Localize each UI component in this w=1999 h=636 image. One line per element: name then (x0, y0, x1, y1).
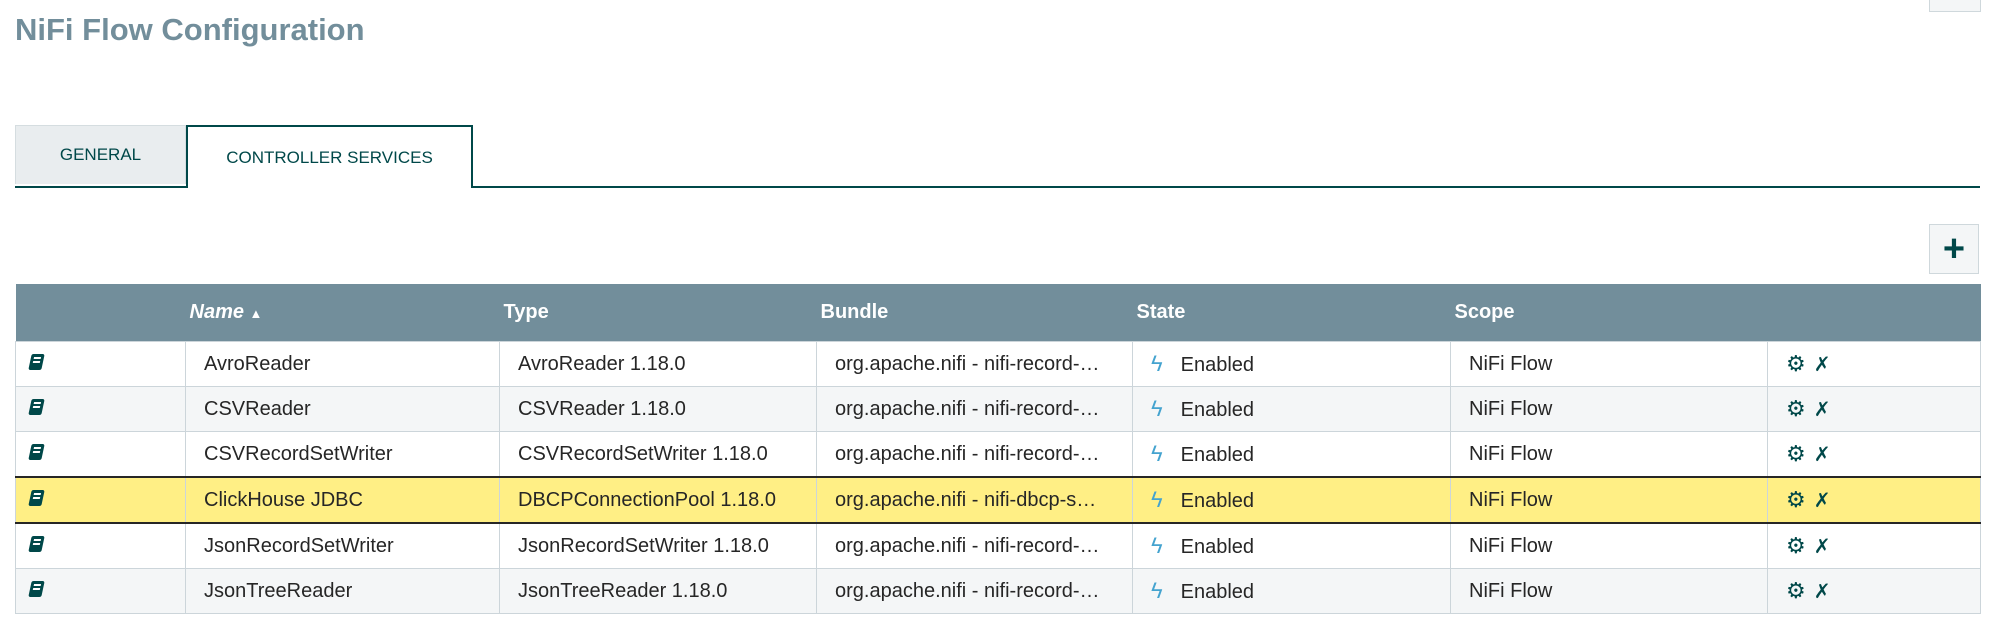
scope-cell: NiFi Flow (1450, 341, 1768, 387)
bundle-cell: org.apache.nifi - nifi-record-… (816, 431, 1133, 478)
configure-gear-icon[interactable]: ⚙ (1786, 351, 1806, 376)
tab-general[interactable]: GENERAL (15, 125, 186, 184)
table-row[interactable]: JsonTreeReader JsonTreeReader 1.18.0 org.a… (15, 568, 1981, 614)
table-row[interactable]: CSVReader CSVReader 1.18.0 org.apache.nifi… (15, 386, 1981, 432)
scope-cell: NiFi Flow (1450, 386, 1768, 432)
tab-bar: GENERAL CONTROLLER SERVICES (15, 125, 1980, 188)
close-button[interactable] (1929, 0, 1981, 12)
documentation-book-icon[interactable] (28, 443, 45, 460)
usage-cell[interactable] (15, 522, 186, 569)
configure-gear-icon[interactable]: ⚙ (1786, 441, 1806, 466)
type-cell: DBCPConnectionPool 1.18.0 (499, 476, 817, 524)
bundle-cell: org.apache.nifi - nifi-record-… (816, 568, 1133, 614)
column-header-bundle[interactable]: Bundle (816, 284, 1133, 342)
state-cell: ϟ Enabled (1132, 522, 1451, 569)
usage-cell[interactable] (15, 386, 186, 432)
page-title: NiFi Flow Configuration (15, 12, 365, 47)
actions-cell: ⚙ ✗ (1767, 386, 1981, 432)
state-cell: ϟ Enabled (1132, 431, 1451, 478)
documentation-book-icon[interactable] (28, 489, 45, 506)
table-row[interactable]: AvroReader AvroReader 1.18.0 org.apache.ni… (15, 341, 1981, 387)
tab-controller-services[interactable]: CONTROLLER SERVICES (186, 125, 473, 188)
usage-cell[interactable] (15, 431, 186, 478)
column-header-actions (1767, 284, 1981, 342)
usage-cell[interactable] (15, 568, 186, 614)
disable-icon[interactable]: ✗ (1813, 581, 1831, 603)
usage-cell[interactable] (15, 476, 186, 524)
disable-icon[interactable]: ✗ (1813, 536, 1831, 558)
disable-icon[interactable]: ✗ (1813, 399, 1831, 421)
configure-gear-icon[interactable]: ⚙ (1786, 533, 1806, 558)
bundle-cell: org.apache.nifi - nifi-record-… (816, 522, 1133, 569)
state-cell: ϟ Enabled (1132, 341, 1451, 387)
type-cell: CSVRecordSetWriter 1.18.0 (499, 431, 817, 478)
type-cell: CSVReader 1.18.0 (499, 386, 817, 432)
usage-cell[interactable] (15, 341, 186, 387)
name-cell: JsonTreeReader (185, 568, 500, 614)
column-header-name[interactable]: Name ▲ (185, 284, 500, 342)
actions-cell: ⚙ ✗ (1767, 476, 1981, 524)
state-cell: ϟ Enabled (1132, 476, 1451, 524)
scope-cell: NiFi Flow (1450, 431, 1768, 478)
disable-icon[interactable]: ✗ (1813, 444, 1831, 466)
bundle-cell: org.apache.nifi - nifi-record-… (816, 341, 1133, 387)
disable-icon[interactable]: ✗ (1813, 354, 1831, 376)
configure-gear-icon[interactable]: ⚙ (1786, 396, 1806, 421)
name-cell: JsonRecordSetWriter (185, 522, 500, 569)
table-row[interactable]: JsonRecordSetWriter JsonRecordSetWriter 1… (15, 522, 1981, 569)
enabled-bolt-icon: ϟ (1151, 351, 1163, 376)
name-cell: CSVRecordSetWriter (185, 431, 500, 478)
column-header-type[interactable]: Type (499, 284, 817, 342)
scope-cell: NiFi Flow (1450, 476, 1768, 524)
enabled-bolt-icon: ϟ (1151, 487, 1163, 512)
documentation-book-icon[interactable] (28, 353, 45, 370)
actions-cell: ⚙ ✗ (1767, 522, 1981, 569)
type-cell: JsonTreeReader 1.18.0 (499, 568, 817, 614)
table-row[interactable]: ClickHouse JDBC DBCPConnectionPool 1.18.0… (15, 476, 1981, 524)
documentation-book-icon[interactable] (28, 580, 45, 597)
disable-icon[interactable]: ✗ (1813, 490, 1831, 512)
configure-gear-icon[interactable]: ⚙ (1786, 487, 1806, 512)
actions-cell: ⚙ ✗ (1767, 341, 1981, 387)
name-cell: AvroReader (185, 341, 500, 387)
state-cell: ϟ Enabled (1132, 568, 1451, 614)
name-cell: CSVReader (185, 386, 500, 432)
enabled-bolt-icon: ϟ (1151, 441, 1163, 466)
enabled-bolt-icon: ϟ (1151, 578, 1163, 603)
type-cell: AvroReader 1.18.0 (499, 341, 817, 387)
name-cell: ClickHouse JDBC (185, 476, 500, 524)
bundle-cell: org.apache.nifi - nifi-record-… (816, 386, 1133, 432)
actions-cell: ⚙ ✗ (1767, 568, 1981, 614)
sort-ascending-icon: ▲ (249, 306, 263, 321)
configure-gear-icon[interactable]: ⚙ (1786, 578, 1806, 603)
documentation-book-icon[interactable] (28, 398, 45, 415)
column-header-state[interactable]: State (1132, 284, 1451, 342)
scope-cell: NiFi Flow (1450, 568, 1768, 614)
actions-cell: ⚙ ✗ (1767, 431, 1981, 478)
table-row[interactable]: CSVRecordSetWriter CSVRecordSetWriter 1.1… (15, 431, 1981, 478)
type-cell: JsonRecordSetWriter 1.18.0 (499, 522, 817, 569)
column-header-scope[interactable]: Scope (1450, 284, 1768, 342)
column-header-icon (15, 284, 186, 342)
add-controller-service-button[interactable]: + (1929, 224, 1979, 274)
documentation-book-icon[interactable] (28, 535, 45, 552)
controller-services-table: Name ▲ Type Bundle State Scope AvroReade… (15, 284, 1981, 614)
plus-icon: + (1942, 227, 1966, 270)
state-cell: ϟ Enabled (1132, 386, 1451, 432)
scope-cell: NiFi Flow (1450, 522, 1768, 569)
bundle-cell: org.apache.nifi - nifi-dbcp-s… (816, 476, 1133, 524)
enabled-bolt-icon: ϟ (1151, 533, 1163, 558)
enabled-bolt-icon: ϟ (1151, 396, 1163, 421)
